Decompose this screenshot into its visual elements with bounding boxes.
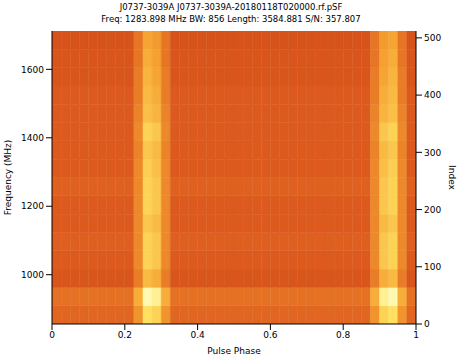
svg-text:0.2: 0.2: [118, 330, 132, 340]
svg-text:1400: 1400: [21, 133, 44, 143]
svg-text:0: 0: [424, 319, 430, 329]
svg-text:500: 500: [424, 33, 441, 43]
svg-text:0.8: 0.8: [336, 330, 351, 340]
svg-text:1600: 1600: [21, 65, 44, 75]
svg-text:200: 200: [424, 205, 441, 215]
svg-text:Pulse Phase: Pulse Phase: [207, 346, 261, 356]
html-text:Freq: 1283.898 MHz BW: 856 Len: Freq: 1283.898 MHz BW: 856 Length: 3584.…: [101, 14, 361, 24]
svg-text:0.4: 0.4: [190, 330, 205, 340]
svg-text:Index: Index: [447, 165, 457, 190]
svg-text:Frequency (MHz): Frequency (MHz): [3, 140, 13, 216]
svg-text:1: 1: [413, 330, 419, 340]
svg-text:0: 0: [49, 330, 55, 340]
svg-text:1200: 1200: [21, 201, 44, 211]
svg-text:400: 400: [424, 90, 441, 100]
svg-text:0.6: 0.6: [263, 330, 278, 340]
html-text:J0737-3039A J0737-3039A-201801: J0737-3039A J0737-3039A-20180118T020000.…: [119, 2, 343, 12]
svg-text:1000: 1000: [21, 270, 44, 280]
svg-text:300: 300: [424, 148, 441, 158]
svg-text:100: 100: [424, 262, 441, 272]
